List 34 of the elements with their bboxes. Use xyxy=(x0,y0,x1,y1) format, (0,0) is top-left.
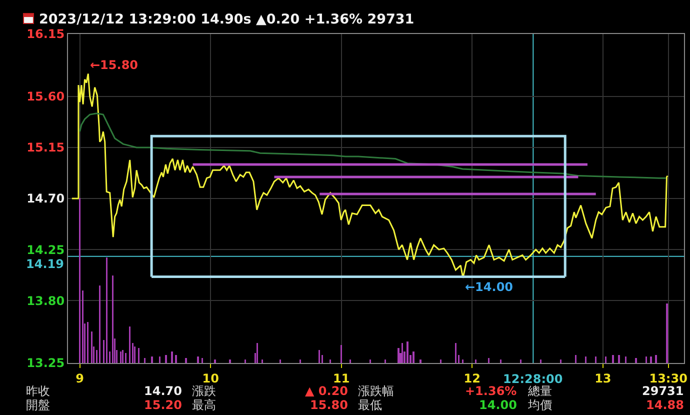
text: 29731 xyxy=(642,384,684,398)
annotation: ←15.80 xyxy=(90,58,138,72)
text: 14.00 xyxy=(479,398,517,412)
x-tick-label: 10 xyxy=(202,371,219,386)
y-tick-label: 15.15 xyxy=(26,140,65,155)
y-tick-label: 14.70 xyxy=(26,192,65,206)
y-tick-label: 16.15 xyxy=(26,27,65,42)
text: 漲跌幅 xyxy=(358,384,394,398)
x-tick-label: 13:30 xyxy=(649,371,688,386)
y-tick-label: 13.80 xyxy=(26,294,65,308)
text: +1.36% xyxy=(465,384,517,398)
text: ▲ 0.20 xyxy=(305,384,348,398)
text: 均價 xyxy=(527,398,552,412)
text: 開盤 xyxy=(26,398,50,412)
x-tick-label: 12 xyxy=(464,371,480,386)
x-tick-label: 9 xyxy=(76,371,84,386)
y-tick-label: 15.60 xyxy=(26,90,65,104)
chart-title: 2023/12/12 13:29:00 14.90s ▲0.20 +1.36% 29731 xyxy=(39,12,414,28)
y-tick-label: 13.25 xyxy=(26,356,65,370)
text: 漲跌 xyxy=(192,384,216,398)
x-tick-label: 11 xyxy=(332,371,350,386)
text: 14.88 xyxy=(646,398,684,412)
ref-line-label: 12:28:00 xyxy=(503,372,563,386)
text: 15.20 xyxy=(144,398,182,412)
text: 15.80 xyxy=(310,398,348,412)
text: 最高 xyxy=(192,398,216,412)
text: 昨收 xyxy=(26,384,50,398)
text: 14.70 xyxy=(144,384,182,398)
annotation: ←14.00 xyxy=(465,280,514,294)
text: 總量 xyxy=(527,384,552,398)
ref-line-label: 14.19 xyxy=(26,257,64,271)
y-tick-label: 14.25 xyxy=(26,242,65,257)
text: 最低 xyxy=(358,398,382,412)
x-tick-label: 13 xyxy=(594,371,612,386)
